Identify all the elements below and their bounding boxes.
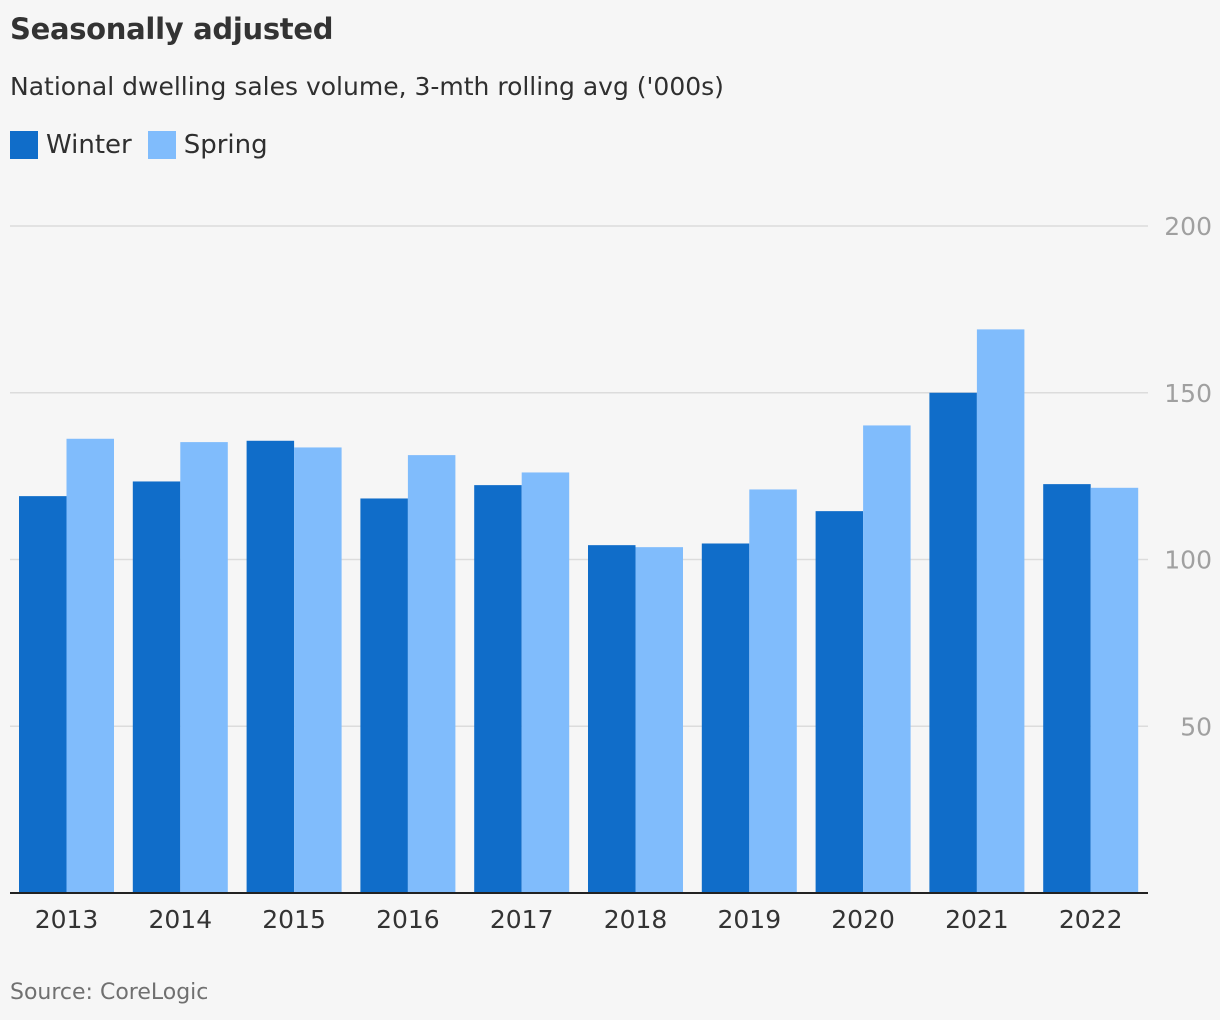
- x-tick-label-2021: 2021: [945, 905, 1009, 934]
- bar-spring-2018: [635, 547, 683, 893]
- axes: 50 100 150 200 2013 2014 2015 2016 2017 2018 2019 2…: [10, 212, 1212, 934]
- bar-winter-2018: [588, 545, 636, 893]
- legend-label-spring: Spring: [183, 130, 268, 160]
- legend-swatch-winter: [10, 131, 38, 159]
- bar-spring-2013: [66, 438, 114, 893]
- bar-spring-2017: [521, 472, 570, 893]
- x-tick-label-2019: 2019: [717, 905, 781, 934]
- bar-winter-2020: [815, 511, 864, 893]
- x-tick-label-2013: 2013: [35, 905, 99, 934]
- y-tick-label-50: 50: [1180, 712, 1212, 741]
- source-note: Source: CoreLogic: [10, 980, 209, 1005]
- bar-winter-2016: [360, 498, 408, 893]
- bar-winter-2017: [474, 485, 522, 893]
- bar-winter-2019: [701, 543, 750, 893]
- x-tick-label-2018: 2018: [604, 905, 668, 934]
- bar-winter-2015: [246, 440, 295, 893]
- y-tick-label-200: 200: [1164, 212, 1212, 241]
- x-tick-label-2016: 2016: [376, 905, 440, 934]
- bar-spring-2019: [749, 489, 797, 893]
- x-tick-label-2017: 2017: [490, 905, 554, 934]
- chart-legend: Winter Spring: [10, 130, 284, 160]
- bar-winter-2022: [1043, 484, 1091, 893]
- bars: [19, 329, 1139, 893]
- x-tick-label-2014: 2014: [148, 905, 212, 934]
- bar-spring-2016: [407, 455, 456, 893]
- legend-label-winter: Winter: [46, 130, 132, 160]
- bar-spring-2020: [863, 425, 911, 893]
- bar-spring-2015: [294, 447, 342, 893]
- x-tick-label-2020: 2020: [831, 905, 895, 934]
- legend-swatch-spring: [147, 131, 176, 159]
- x-tick-label-2022: 2022: [1059, 905, 1123, 934]
- chart-subtitle: National dwelling sales volume, 3-mth ro…: [10, 72, 724, 101]
- bar-winter-2021: [929, 392, 977, 893]
- y-tick-label-150: 150: [1164, 379, 1212, 408]
- bar-spring-2022: [1090, 487, 1139, 893]
- chart-title: Seasonally adjusted: [10, 12, 334, 46]
- bar-winter-2013: [19, 496, 67, 893]
- y-tick-label-100: 100: [1164, 546, 1212, 575]
- x-tick-label-2015: 2015: [262, 905, 326, 934]
- legend-item-winter: Winter: [10, 130, 132, 160]
- bar-spring-2014: [180, 442, 228, 893]
- legend-item-spring: Spring: [147, 130, 268, 160]
- bar-winter-2014: [132, 481, 181, 893]
- bar-spring-2021: [976, 329, 1025, 893]
